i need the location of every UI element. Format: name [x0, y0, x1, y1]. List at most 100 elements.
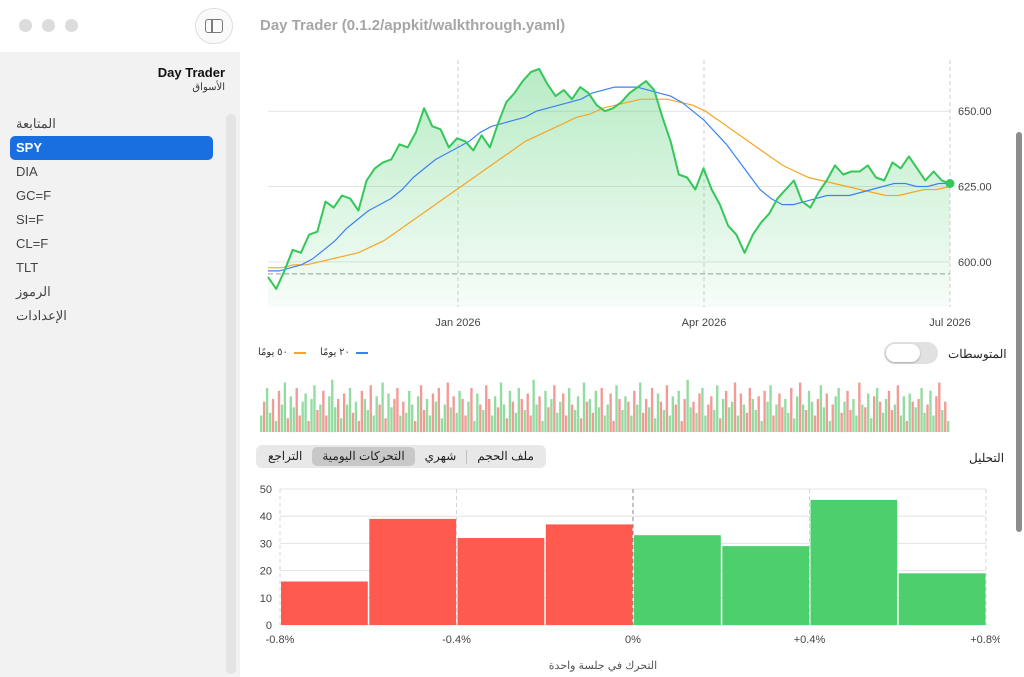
volume-bar: [316, 410, 319, 432]
x-tick-label: Jan 2026: [435, 317, 480, 329]
volume-bar: [878, 401, 882, 432]
volume-bar: [337, 399, 340, 432]
volume-bar: [615, 385, 618, 433]
volume-bar: [941, 410, 944, 432]
volume-bar: [567, 388, 571, 432]
volume-bar: [310, 399, 313, 432]
volume-bar: [656, 393, 660, 432]
volume-bar: [408, 390, 411, 433]
app-name: Day Trader: [157, 65, 225, 80]
volume-bar: [508, 390, 512, 433]
volume-bar: [724, 390, 728, 433]
analysis-segmented-control[interactable]: التراجع التحركات اليومية شهري ملف الحجم: [256, 445, 546, 468]
window-title: Day Trader (0.1.2/appkit/walkthrough.yam…: [260, 17, 566, 34]
volume-bar: [473, 421, 476, 432]
volume-bar: [559, 401, 562, 432]
tab-daily-moves[interactable]: التحركات اليومية: [312, 447, 415, 466]
volume-bar: [260, 415, 263, 432]
volume-bar: [772, 415, 775, 432]
close-window-button[interactable]: [19, 19, 32, 32]
y-tick-label: 30: [260, 538, 272, 550]
volume-bar: [544, 390, 547, 433]
volume-bar: [342, 393, 346, 432]
volume-bar: [834, 396, 837, 433]
volume-bar: [369, 385, 372, 433]
volume-bar: [647, 407, 651, 433]
analysis-label: التحليل: [969, 451, 1005, 465]
volume-bar: [766, 401, 769, 432]
averages-label: المتوسطات: [948, 347, 1007, 361]
volume-bar: [532, 379, 535, 433]
volume-bar: [905, 421, 908, 432]
volume-bar: [393, 399, 396, 432]
volume-bar: [422, 410, 426, 432]
sidebar-item[interactable]: GC=F: [16, 188, 52, 203]
volume-bar: [289, 396, 292, 433]
volume-bar: [520, 399, 523, 432]
volume-bar: [268, 412, 272, 433]
volume-bar: [668, 415, 672, 432]
latest-price-marker: [945, 179, 955, 188]
volume-bar: [893, 404, 897, 432]
tab-volume-profile[interactable]: ملف الحجم: [477, 449, 534, 463]
volume-bar: [861, 404, 864, 432]
tab-monthly[interactable]: شهري: [424, 449, 457, 463]
price-area: [268, 69, 950, 307]
volume-bar: [485, 385, 488, 433]
volume-bar: [822, 407, 826, 433]
volume-bar: [911, 401, 914, 432]
tab-drawdown[interactable]: التراجع: [268, 449, 303, 463]
x-tick-label: 0%: [625, 634, 641, 646]
sidebar-scrollbar[interactable]: [226, 114, 236, 674]
volume-bar: [870, 418, 873, 433]
volume-bar: [541, 421, 544, 432]
volume-bar: [594, 390, 597, 433]
volume-bar: [570, 404, 574, 432]
averages-toggle[interactable]: [884, 342, 938, 364]
volume-bar: [742, 404, 746, 432]
sidebar-item[interactable]: SI=F: [16, 212, 44, 227]
sidebar-item[interactable]: الإعدادات: [16, 308, 67, 323]
volume-bar: [588, 399, 592, 432]
volume-bar: [496, 407, 500, 433]
legend-ma50: ٥٠ يومًا: [258, 347, 306, 358]
volume-bar: [428, 415, 432, 432]
minimize-window-button[interactable]: [42, 19, 55, 32]
volume-bar: [858, 382, 861, 432]
volume-bar: [769, 385, 772, 433]
sidebar-item[interactable]: CL=F: [16, 236, 49, 251]
volume-bar: [526, 393, 529, 432]
volume-bar: [923, 412, 926, 433]
sidebar-item[interactable]: SPY: [10, 136, 213, 160]
volume-bar: [796, 396, 799, 433]
volume-bar: [674, 404, 677, 432]
volume-bar: [461, 399, 464, 432]
volume-bar: [840, 412, 843, 433]
volume-bar: [283, 382, 287, 432]
volume-bar: [585, 401, 589, 432]
volume-bar: [591, 412, 595, 433]
volume-bar: [286, 418, 290, 433]
volume-bar: [932, 415, 935, 432]
volume-bar: [271, 399, 275, 432]
volume-bar: [884, 399, 888, 432]
sidebar-toggle-button[interactable]: [195, 8, 233, 44]
volume-bar: [331, 379, 334, 433]
main-content: 600.00 625.00 650.00 Jan 2026 Apr 2026 Jul 20…: [240, 52, 1024, 677]
sidebar-item[interactable]: المتابعة: [16, 116, 56, 131]
x-tick-label: Apr 2026: [682, 317, 727, 329]
zoom-window-button[interactable]: [65, 19, 78, 32]
volume-bar: [488, 399, 491, 432]
volume-bar: [449, 407, 452, 433]
main-scrollbar[interactable]: [1016, 132, 1022, 532]
volume-bar: [686, 379, 689, 433]
volume-bar: [277, 390, 281, 433]
sidebar-item[interactable]: DIA: [16, 164, 38, 179]
sidebar-item[interactable]: TLT: [16, 260, 39, 275]
volume-bar: [378, 404, 381, 432]
y-tick-label: 650.00: [958, 106, 992, 118]
sidebar-item[interactable]: الرموز: [16, 284, 51, 299]
volume-bar: [887, 390, 891, 433]
volume-bar: [550, 399, 553, 432]
x-axis-label: التحرك في جلسة واحدة: [549, 660, 657, 672]
